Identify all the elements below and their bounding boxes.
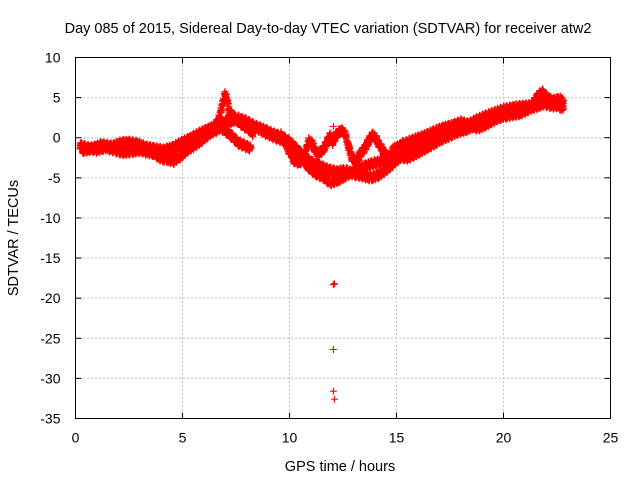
grid-lines (75, 57, 611, 419)
chart-title: Day 085 of 2015, Sidereal Day-to-day VTE… (65, 21, 592, 37)
data-points (76, 85, 567, 403)
